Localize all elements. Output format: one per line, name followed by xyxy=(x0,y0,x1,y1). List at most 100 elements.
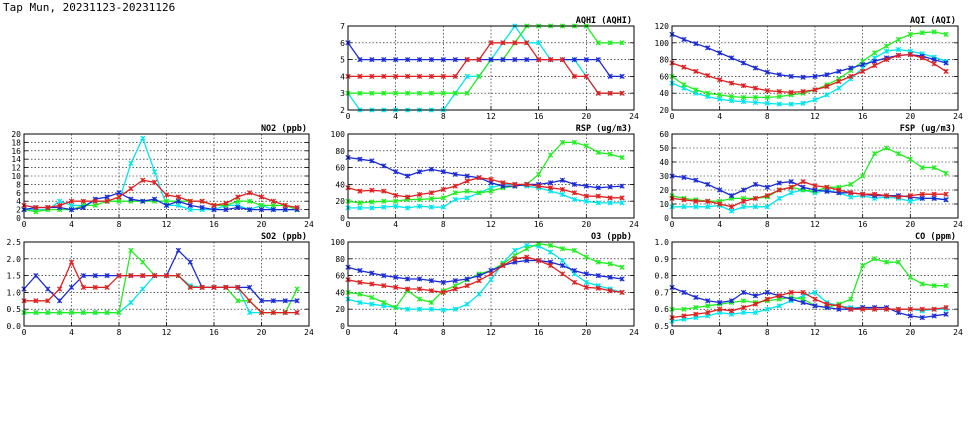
data-point xyxy=(116,194,122,200)
x-tick-label: 8 xyxy=(441,328,446,337)
data-point xyxy=(404,286,411,292)
y-tick-label: 40 xyxy=(335,180,345,189)
data-point xyxy=(764,289,770,296)
data-point xyxy=(800,74,806,80)
data-point xyxy=(764,192,770,199)
data-point xyxy=(860,191,866,197)
data-point xyxy=(452,171,458,177)
y-tick-label: 2.0 xyxy=(7,255,22,264)
data-point xyxy=(163,198,170,204)
data-point xyxy=(705,303,711,309)
data-point xyxy=(452,190,458,196)
data-point xyxy=(776,195,782,202)
data-point xyxy=(369,294,375,301)
data-point xyxy=(476,272,482,279)
x-tick-label: 12 xyxy=(810,328,820,337)
data-point xyxy=(800,88,806,95)
data-point xyxy=(57,286,63,292)
data-point xyxy=(235,198,241,204)
data-point xyxy=(381,272,387,279)
data-point xyxy=(357,267,363,274)
data-point xyxy=(559,191,566,198)
data-point xyxy=(247,198,253,204)
data-point xyxy=(524,56,530,63)
data-point xyxy=(752,99,759,106)
data-point xyxy=(836,303,842,309)
data-point xyxy=(547,249,554,255)
data-point xyxy=(800,178,806,185)
y-tick-label: 0 xyxy=(664,214,669,223)
data-point xyxy=(381,204,387,210)
data-point xyxy=(369,73,375,80)
data-point xyxy=(607,40,613,46)
series-line xyxy=(671,286,947,319)
data-point xyxy=(860,173,866,179)
y-tick-label: 100 xyxy=(331,130,346,139)
data-point xyxy=(223,200,229,206)
data-point xyxy=(476,175,482,181)
data-point xyxy=(571,190,578,196)
data-point xyxy=(45,298,51,304)
chart-panel: 0 10 20 30 40 50 60 0 4 8 12 16 20 24 FSP (ug/m3) xyxy=(659,124,963,229)
y-tick-label: 10 xyxy=(11,172,21,181)
y-tick-label: 3 xyxy=(340,89,345,98)
data-point xyxy=(848,194,854,200)
data-point xyxy=(559,139,566,146)
data-point xyxy=(536,56,542,63)
data-point xyxy=(393,169,399,175)
series-line xyxy=(24,260,298,314)
data-point xyxy=(235,194,241,200)
data-point xyxy=(247,190,253,196)
data-point xyxy=(440,307,446,313)
data-point xyxy=(728,98,735,104)
data-point xyxy=(907,274,913,280)
y-tick-label: 40 xyxy=(659,89,669,98)
data-point xyxy=(776,187,782,193)
x-tick-label: 12 xyxy=(486,112,496,121)
x-tick-label: 24 xyxy=(304,220,314,229)
x-tick-label: 24 xyxy=(629,112,639,121)
data-point xyxy=(931,164,937,171)
data-point xyxy=(595,200,601,206)
data-point xyxy=(440,195,446,201)
x-tick-label: 24 xyxy=(629,328,639,337)
data-point xyxy=(116,198,122,204)
x-tick-label: 20 xyxy=(257,328,267,337)
data-point xyxy=(571,196,578,203)
data-point xyxy=(92,272,98,279)
data-point xyxy=(68,198,75,204)
data-point xyxy=(764,100,770,106)
data-point xyxy=(740,83,747,89)
y-tick-label: 0 xyxy=(16,214,21,223)
x-tick-label: 20 xyxy=(257,220,267,229)
x-tick-label: 4 xyxy=(717,328,722,337)
data-point xyxy=(524,254,530,260)
data-point xyxy=(943,60,949,66)
data-point xyxy=(393,304,399,311)
x-tick-label: 24 xyxy=(629,220,639,229)
data-point xyxy=(619,200,625,206)
series-line xyxy=(672,189,947,212)
data-point xyxy=(381,198,387,204)
chart-title: AQI (AQI) xyxy=(910,16,956,26)
series-line xyxy=(671,48,947,105)
data-point xyxy=(512,181,518,188)
data-point xyxy=(464,90,470,96)
data-point xyxy=(270,202,276,209)
data-point xyxy=(428,56,435,63)
chart-title: CO (ppm) xyxy=(915,232,956,242)
data-point xyxy=(583,56,589,63)
y-tick-label: 0.5 xyxy=(655,322,670,331)
data-point xyxy=(681,64,687,70)
data-point xyxy=(92,202,98,209)
data-point xyxy=(270,309,276,316)
data-point xyxy=(919,55,925,61)
data-point xyxy=(294,204,300,211)
data-point xyxy=(140,198,146,204)
data-point xyxy=(452,73,458,80)
series-line xyxy=(671,53,947,94)
series-line xyxy=(24,249,298,314)
data-point xyxy=(282,206,288,213)
data-point xyxy=(128,272,134,279)
